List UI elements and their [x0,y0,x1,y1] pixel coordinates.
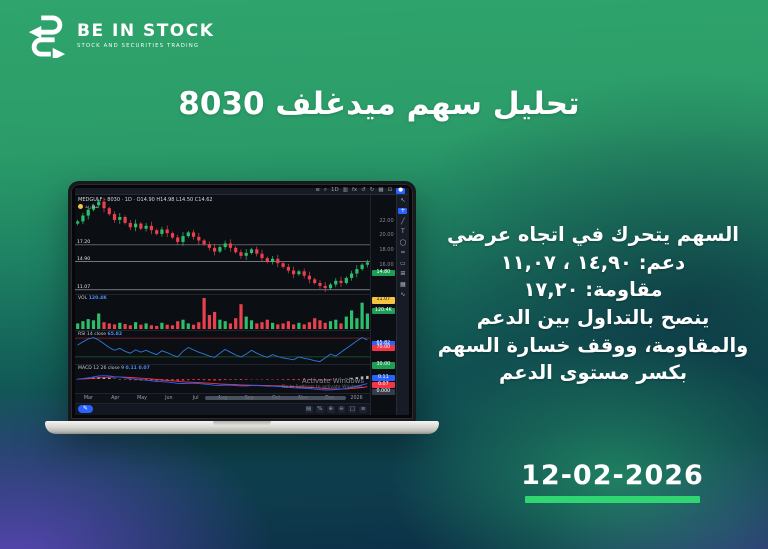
volume-legend: VOL 120.4K [78,295,107,301]
toolbar-icon[interactable]: fx [351,187,358,193]
rsi-upper-badge: 70.00 [372,344,395,351]
bottom-bar-icon[interactable]: ⊖ [337,405,346,413]
volume-panel[interactable]: VOL 120.4K [75,295,370,331]
alert-dot-icon [78,204,83,209]
toolbar-icon[interactable]: ⊡ [387,187,393,193]
date-badge: 12-02-2026 [505,460,720,503]
price-panel[interactable]: MEDGULF · 8030 · 1D · O14.90 H14.98 L14.… [75,195,370,295]
date-value: 12-02-2026 [521,460,704,491]
svg-text:14.90: 14.90 [77,255,90,261]
laptop-mockup: ≡ ⌕ 1D ▥ fx ↺ ↻ ▦ ⊡ ● MEDGULF · 8030 · 1D · O14.9… [45,181,439,443]
rsi-lower-badge: 30.00 [372,362,395,369]
price-axis[interactable]: 22.00 20.00 18.00 16.00 14.80 11.07 120.4K 65.8… [370,194,396,415]
laptop-screen: ≡ ⌕ 1D ▥ fx ↺ ↻ ▦ ⊡ ● MEDGULF · 8030 · 1D · O14.9… [68,181,416,422]
time-axis-label: Apr [111,395,120,401]
chart-toolbar[interactable]: ≡ ⌕ 1D ▥ fx ↺ ↻ ▦ ⊡ ● [75,187,409,195]
toolbar-icon[interactable]: ⌕ [323,187,328,193]
toolbar-icon[interactable]: ▥ [342,187,348,193]
macd-legend: MACD 12 26 close 9 0.11 0.07 [78,365,150,371]
bottom-icons[interactable]: ▤% ⊕ ⊖ □ ≡ [304,405,367,413]
analysis-line-trend: السهم يتحرك في اتجاه عرضي [447,223,739,246]
time-axis-label: Jul [192,395,199,401]
time-axis-label: May [137,395,147,401]
macd-value-badge: 0.11 [372,374,395,381]
symbol-legend: MEDGULF · 8030 · 1D · O14.90 H14.98 L14.… [78,196,213,203]
bottom-bar-icon[interactable]: ▤ [304,405,313,413]
toolbar-icon[interactable]: ↺ [361,187,366,193]
svg-text:11.07: 11.07 [77,284,90,290]
last-price-badge: 14.80 [372,269,395,277]
drawing-tool-icon[interactable]: ∿ [400,291,406,298]
compare-legend: مقارنة [78,204,98,210]
activate-windows-watermark: Activate Windows Go to Settings to activ… [281,376,364,390]
time-axis[interactable]: MarAprMayJunJulAugSepOctNovDec2026 [75,393,370,404]
time-scrollbar[interactable] [204,396,347,400]
toolbar-icon[interactable]: ≡ [315,187,320,193]
drawing-tool-icon[interactable]: ⊞ [400,270,406,277]
toolbar-icon[interactable]: ↻ [369,187,375,193]
rsi-legend: RSI 14 close 65.82 [78,331,123,337]
drawing-tool-icon[interactable]: T [400,228,405,235]
chart-bottom-bar: ✎ ▤% ⊕ ⊖ □ ≡ [75,403,370,415]
time-axis-label: Jun [165,395,173,401]
drawing-tool-icon[interactable]: ↖ [400,196,406,204]
bottom-bar-icon[interactable]: □ [348,405,357,413]
drawing-tool-icon[interactable]: ▭ [399,259,406,267]
laptop-base [45,421,439,434]
bottom-bar-icon[interactable]: ≡ [359,405,367,413]
brand-logo: BE IN STOCK STOCK AND SECURITIES TRADING [26,14,214,58]
price-tick: 20.00 [379,232,394,239]
analysis-line-resistance: مقاومة: ١٧,٢٠ [523,278,663,302]
drawing-toolbar[interactable]: ↖ + ╱ T ◯ ≈ ▭ ⊞ ▦ ∿ [395,194,409,415]
analysis-line-support: دعم: ١٤,٩٠ ، ١١,٠٧ [500,250,686,274]
price-tick: 22.00 [379,217,394,224]
drawing-tool-icon[interactable]: ≈ [400,249,406,256]
drawing-tool-icon[interactable]: ◯ [399,238,407,246]
publish-button[interactable]: ✎ [78,405,94,413]
rsi-value-badge: 65.82 [372,340,395,347]
svg-text:17.20: 17.20 [77,239,90,245]
brand-name: BE IN STOCK [77,21,215,41]
rsi-panel[interactable]: RSI 14 close 65.82 [75,331,370,365]
alert-price-badge: 11.07 [372,297,395,304]
toolbar-icon[interactable]: ● [396,187,405,194]
analysis-line-advice-1: ينصح بالتداول بين الدعم [476,306,710,330]
date-underline [525,496,700,503]
toolbar-icon[interactable]: ▦ [378,187,384,193]
analysis-line-advice-3: بكسر مستوى الدعم [498,361,688,385]
page-title: تحليل سهم ميدغلف 8030 [178,86,580,122]
macd-zero-badge: 0.000 [372,388,395,395]
volume-badge: 120.4K [372,307,395,314]
bottom-bar-icon[interactable]: % [315,405,324,413]
macd-panel[interactable]: MACD 12 26 close 9 0.11 0.07 Activate Wi… [75,365,370,394]
brand-logo-icon [28,15,66,58]
toolbar-icon[interactable]: 1D [331,187,339,193]
analysis-text: السهم يتحرك في اتجاه عرضي دعم: ١٤,٩٠ ، ١… [428,221,758,387]
trading-chart-window: ≡ ⌕ 1D ▥ fx ↺ ↻ ▦ ⊡ ● MEDGULF · 8030 · 1D · O14.9… [75,187,409,415]
drawing-tool-icon[interactable]: ▦ [399,280,406,288]
bottom-bar-icon[interactable]: ⊕ [326,405,335,413]
macd-signal-badge: 0.07 [372,381,395,388]
time-axis-label: 2026 [350,395,363,401]
drawing-tool-icon[interactable]: + [398,207,408,214]
brand-tagline: STOCK AND SECURITIES TRADING [77,43,200,49]
time-axis-label: Mar [83,395,93,401]
price-tick: 18.00 [379,247,394,253]
analysis-line-advice-2: والمقاومة، ووقف خسارة السهم [437,333,749,357]
drawing-tool-icon[interactable]: ╱ [401,217,405,225]
price-tick: 16.00 [379,261,394,268]
